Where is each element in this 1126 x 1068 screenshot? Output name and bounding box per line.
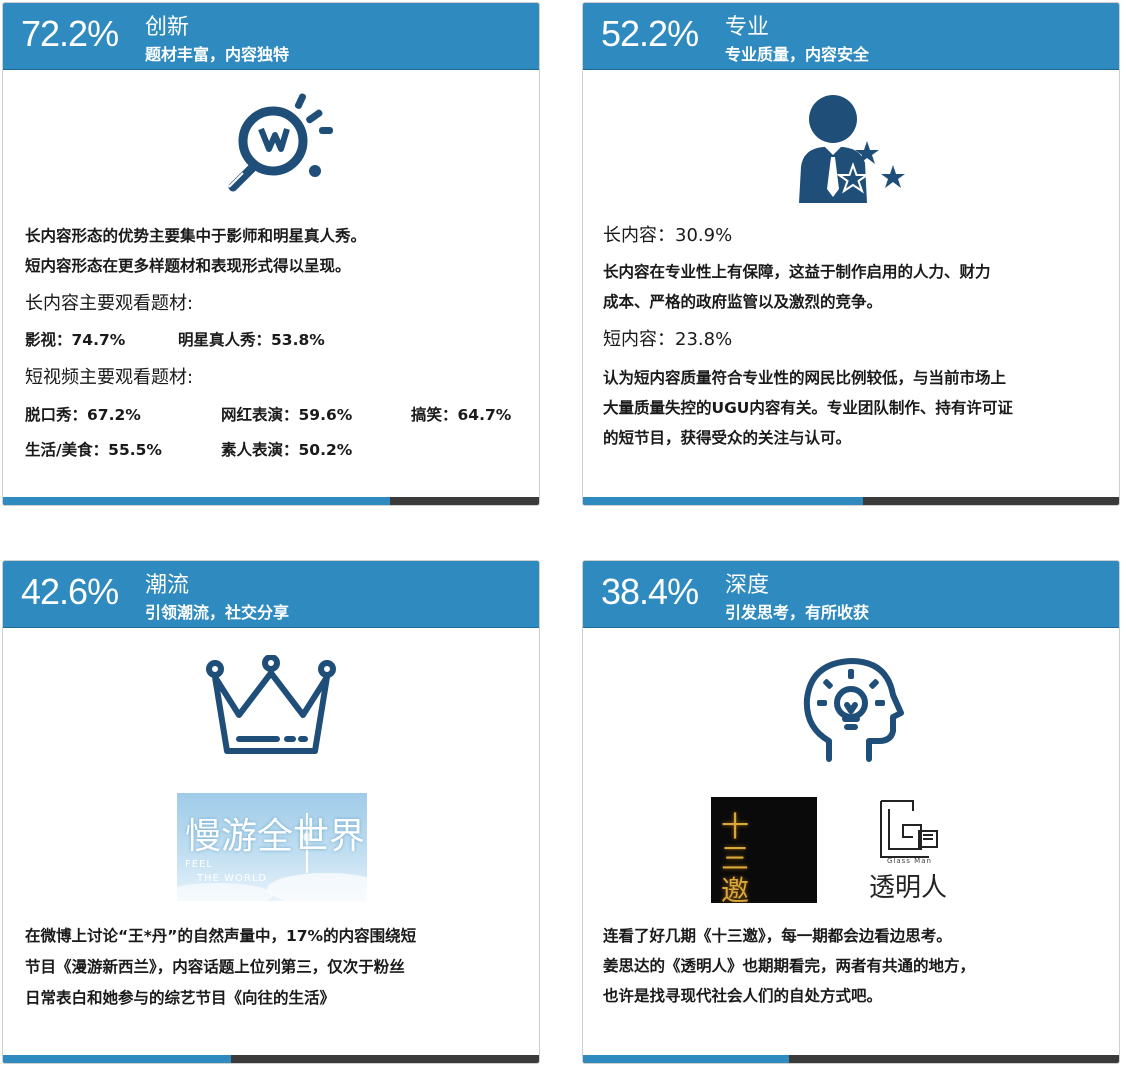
- poster-art: [177, 813, 367, 901]
- card-header: 42.6% 潮流 引领潮流，社交分享: [3, 561, 539, 628]
- head-lightbulb-icon: [803, 658, 904, 762]
- progress-bar: [583, 1055, 1119, 1063]
- description-line: 连看了好几期《十三邀》，每一期都会边看边思考。: [603, 927, 952, 945]
- description-line: 也许是找寻现代社会人们的自处方式吧。: [603, 987, 883, 1005]
- description-line: 日常表白和她参与的综艺节目《向往的生活》: [25, 989, 336, 1007]
- poster-caption: Glass Man: [887, 857, 932, 865]
- description-line: 长内容形态的优势主要集中于影师和明星真人秀。: [25, 227, 367, 245]
- stat-item: 生活/美食：55.5%: [25, 441, 162, 459]
- short-content-label: 短内容：23.8%: [603, 329, 733, 350]
- description-line: 姜思达的《透明人》也期期看完，两者有共通的地方，: [603, 957, 976, 975]
- stat-item: 明星真人秀：53.8%: [178, 331, 325, 349]
- card-professional: 52.2% 专业 专业质量，内容安全 长内容：30.9% 长内容在专业性上有保障…: [582, 2, 1120, 506]
- card-percentage: 38.4%: [601, 571, 699, 612]
- card-depth: 38.4% 深度 引发思考，有所收获 十三邀: [582, 560, 1120, 1064]
- show-poster-glassman: 透明人 Glass Man: [865, 795, 965, 905]
- card-trend: 42.6% 潮流 引领潮流，社交分享 慢游全世界 FEEL THE WORLD …: [2, 560, 540, 1064]
- stat-item: 脱口秀：67.2%: [25, 406, 141, 424]
- card-header: 38.4% 深度 引发思考，有所收获: [583, 561, 1119, 628]
- card-subtitle: 引发思考，有所收获: [725, 603, 870, 622]
- show-poster: 慢游全世界 FEEL THE WORLD: [177, 793, 367, 901]
- progress-fill: [583, 1055, 789, 1063]
- show-poster-shisanyao: 十三邀: [711, 797, 817, 903]
- stat-item: 网红表演：59.6%: [221, 406, 353, 424]
- stat-item: 搞笑：64.7%: [411, 406, 512, 424]
- card-percentage: 72.2%: [21, 13, 119, 54]
- progress-bar: [3, 497, 539, 505]
- professional-person-stars-icon: [799, 95, 905, 203]
- poster-title: 十三邀: [721, 810, 750, 904]
- card-subtitle: 专业质量，内容安全: [725, 45, 870, 64]
- card-subtitle: 引领潮流，社交分享: [145, 603, 290, 622]
- description-line: 节目《漫游新西兰》，内容话题上位列第三，仅次于粉丝: [25, 958, 405, 976]
- card-header: 72.2% 创新 题材丰富，内容独特: [3, 3, 539, 70]
- description-line: 认为短内容质量符合专业性的网民比例较低，与当前市场上: [603, 369, 1007, 387]
- long-content-label: 长内容主要观看题材:: [25, 293, 194, 314]
- progress-fill: [3, 497, 390, 505]
- poster-caption: FEEL: [185, 859, 213, 870]
- long-content-label: 长内容：30.9%: [603, 225, 733, 246]
- card-subtitle: 题材丰富，内容独特: [145, 45, 290, 64]
- description-line: 的短节目，获得受众的关注与认可。: [603, 429, 852, 447]
- progress-fill: [583, 497, 863, 505]
- progress-bar: [583, 497, 1119, 505]
- short-content-label: 短视频主要观看题材:: [25, 367, 194, 388]
- card-innovation: 72.2% 创新 题材丰富，内容独特 长内容形态的优势主要集中于影师和明星真人秀…: [2, 2, 540, 506]
- card-percentage: 42.6%: [21, 571, 119, 612]
- stat-item: 素人表演：50.2%: [221, 441, 353, 459]
- progress-bar: [3, 1055, 539, 1063]
- card-header: 52.2% 专业 专业质量，内容安全: [583, 3, 1119, 70]
- lightbulb-icon: [228, 93, 333, 194]
- card-title: 专业: [725, 15, 770, 40]
- description-line: 长内容在专业性上有保障，这益于制作启用的人力、财力: [603, 263, 991, 281]
- description-line: 在微博上讨论“王*丹”的自然声量中，17%的内容围绕短: [25, 927, 417, 945]
- progress-fill: [3, 1055, 232, 1063]
- card-title: 创新: [145, 15, 190, 40]
- poster-caption: THE WORLD: [197, 873, 268, 884]
- poster-title: 慢游全世界: [185, 816, 366, 857]
- stat-item: 影视：74.7%: [25, 331, 126, 349]
- card-percentage: 52.2%: [601, 13, 699, 54]
- card-title: 深度: [725, 573, 770, 598]
- card-title: 潮流: [145, 573, 190, 598]
- description-line: 大量质量失控的UGU内容有关。专业团队制作、持有许可证: [603, 399, 1013, 417]
- poster-logo: [880, 800, 938, 858]
- poster-title: 透明人: [869, 873, 948, 903]
- crown-icon: [206, 655, 336, 754]
- description-line: 短内容形态在更多样题材和表现形式得以呈现。: [25, 257, 351, 275]
- description-line: 成本、严格的政府监管以及激烈的竞争。: [603, 293, 883, 311]
